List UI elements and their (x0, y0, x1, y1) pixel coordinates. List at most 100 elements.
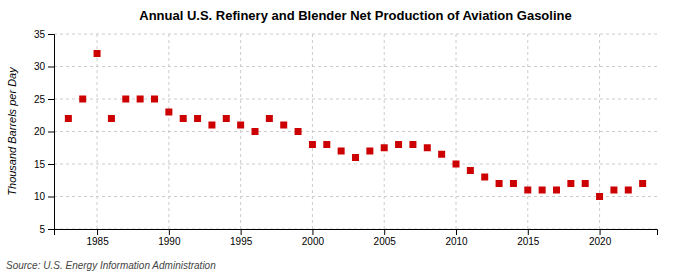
point (366, 148, 373, 155)
grid-line (312, 34, 313, 229)
tick: 1995 (230, 229, 253, 247)
tick-label: 1990 (158, 236, 181, 247)
point (295, 128, 302, 135)
grid (54, 34, 657, 229)
tick-mark (48, 132, 54, 133)
point (194, 115, 201, 122)
tick-mark (48, 229, 54, 230)
tick: 2010 (445, 229, 468, 247)
point (539, 187, 546, 194)
tick-mark (384, 229, 385, 235)
point (65, 115, 72, 122)
point (567, 180, 574, 187)
point (108, 115, 115, 122)
point (79, 96, 86, 103)
point (625, 187, 632, 194)
tick-mark (48, 99, 54, 100)
point (137, 96, 144, 103)
point (409, 141, 416, 148)
point (266, 115, 273, 122)
tick-label: 25 (34, 94, 46, 105)
tick-label: 30 (34, 61, 46, 72)
tick: 1985 (86, 229, 109, 247)
annotation: Source: U.S. Energy Information Administ… (6, 260, 216, 271)
tick-label: 20 (34, 126, 46, 137)
y-axis: 5 10 15 20 25 30 35 (34, 29, 55, 235)
grid-line (97, 34, 98, 229)
tick-label: 1995 (230, 236, 253, 247)
point (438, 151, 445, 158)
grid-line (54, 164, 657, 165)
point (252, 128, 259, 135)
tick-mark (48, 34, 54, 35)
point (510, 180, 517, 187)
tick-mark (528, 229, 529, 235)
grid-line (54, 196, 657, 197)
point (309, 141, 316, 148)
point (237, 122, 244, 129)
tick-mark (600, 229, 601, 235)
point (223, 115, 230, 122)
tick: 10 (34, 191, 54, 202)
grid-line (54, 131, 657, 132)
point (481, 174, 488, 181)
y-axis-label: Thousand Barrels per Day (6, 66, 18, 196)
point (610, 187, 617, 194)
tick: 35 (34, 29, 54, 40)
point (151, 96, 158, 103)
point (94, 50, 101, 57)
tick-mark (97, 229, 98, 235)
tick-label: 2000 (302, 236, 325, 247)
tick-mark (312, 229, 313, 235)
point (180, 115, 187, 122)
grid-line (54, 66, 657, 67)
tick: 25 (34, 94, 54, 105)
point (352, 154, 359, 161)
grid-line (54, 34, 657, 35)
point (639, 180, 646, 187)
tick: 2000 (302, 229, 325, 247)
point (524, 187, 531, 194)
point (280, 122, 287, 129)
tick-label: 2015 (517, 236, 540, 247)
tick: 2005 (374, 229, 397, 247)
tick-mark (48, 67, 54, 68)
tick: 2015 (517, 229, 540, 247)
axis-line (48, 35, 55, 230)
point (453, 161, 460, 168)
tick: 1990 (158, 229, 181, 247)
grid-line (54, 99, 657, 100)
tick-label: 5 (39, 224, 45, 235)
grid-line (168, 34, 169, 229)
tick-label: 1985 (86, 236, 109, 247)
tick: 15 (34, 159, 54, 170)
point (467, 167, 474, 174)
tick-mark (169, 229, 170, 235)
point (381, 144, 388, 151)
tick-label: 2020 (589, 236, 612, 247)
grid-line (456, 34, 457, 229)
chart: Annual U.S. Refinery and Blender Net Pro… (0, 0, 675, 275)
point (338, 148, 345, 155)
tick: 20 (34, 126, 54, 137)
tick-mark (456, 229, 457, 235)
tick-label: 35 (34, 29, 46, 40)
tick-label: 10 (34, 191, 46, 202)
point (596, 193, 603, 200)
tick-mark (241, 229, 242, 235)
tick-label: 2005 (374, 236, 397, 247)
tick-label: 2010 (445, 236, 468, 247)
tick-mark (48, 164, 54, 165)
tick: 5 (39, 224, 54, 235)
grid-line (527, 34, 528, 229)
grid-line (384, 34, 385, 229)
axis-line (55, 230, 658, 236)
tick-label: 15 (34, 159, 46, 170)
point (165, 109, 172, 116)
plot-area (65, 50, 646, 200)
point (208, 122, 215, 129)
tick-mark (48, 197, 54, 198)
point (496, 180, 503, 187)
point (395, 141, 402, 148)
tick: 2020 (589, 229, 612, 247)
